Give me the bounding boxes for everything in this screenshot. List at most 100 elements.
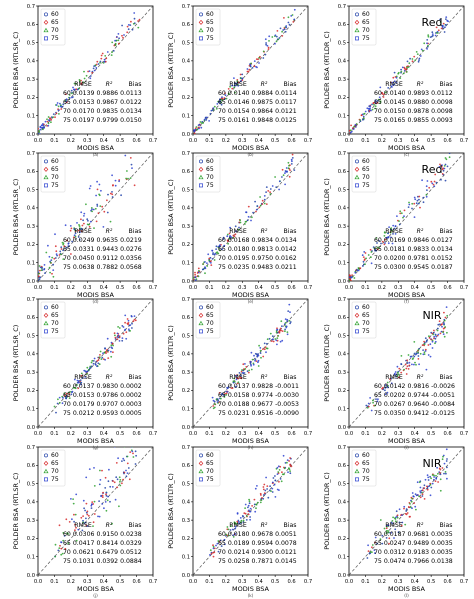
data-point [427,479,430,481]
y-axis-label: POLDER BSA (RTLDR_C) [323,31,331,108]
data-point [364,110,367,113]
data-point [413,196,416,199]
x-tick-label: 0.3 [394,138,402,144]
data-point [418,363,420,366]
data-point [433,180,436,183]
data-point [73,82,76,85]
data-point [259,352,262,354]
data-point [371,103,373,106]
data-point [103,351,106,354]
data-point [75,88,78,91]
data-point [111,41,114,44]
data-point [284,328,286,331]
data-point [68,97,71,99]
data-point [254,358,257,360]
data-point [211,109,214,111]
data-point [122,457,125,460]
data-point [263,348,266,351]
data-point [413,502,415,504]
data-point [114,44,117,47]
legend-marker-diamond [354,312,360,318]
data-point [100,189,102,192]
x-tick-label: 0.1 [205,285,213,291]
data-point [53,405,56,408]
data-point [366,107,369,110]
stats-header-rmse: RMSE [385,228,403,235]
y-tick-label: 0.7 [338,4,346,10]
data-point [279,340,282,343]
data-point [371,551,373,553]
data-point [446,477,448,480]
data-point [374,541,376,544]
data-point [235,230,237,233]
data-point [447,20,449,23]
data-point [240,80,242,82]
data-point [229,226,232,229]
y-tick-label: 0.3 [182,370,190,376]
data-point [413,495,415,498]
data-point [197,275,200,278]
data-point [129,451,132,453]
data-point [229,85,232,88]
data-point [407,354,410,356]
stats-header-rmse: RMSE [385,81,403,88]
data-point [223,394,225,396]
data-point [137,20,140,22]
data-point [114,184,117,187]
data-point [87,70,89,73]
data-point [233,377,236,380]
data-point [39,276,42,279]
data-point [79,379,82,381]
data-point [104,60,107,63]
data-point [239,77,242,80]
data-point [439,472,441,474]
panel-caption: (d) [93,299,99,304]
data-point [251,216,253,219]
data-point [247,506,249,509]
data-point [76,379,79,382]
data-point [406,66,408,69]
data-point [267,46,270,49]
data-point [431,347,434,349]
data-point [65,93,67,96]
data-point [65,100,67,103]
data-point [100,495,102,498]
data-point [372,102,375,104]
data-point [212,544,214,547]
data-point [126,455,129,458]
data-point [126,31,129,34]
data-point [433,185,436,188]
data-point [129,324,132,326]
data-point [73,513,75,516]
data-point [249,360,252,363]
data-point [443,165,446,167]
scatter-panel: 0.0 0.1 0.2 0.3 0.4 0.5 0.6 0.70.00.10.20.30.40… [323,297,468,450]
data-point [231,528,234,531]
y-tick-label: 0.2 [338,536,346,542]
y-tick-label: 0.2 [27,536,35,542]
data-point [252,363,255,366]
data-point [293,18,296,21]
y-tick-label: 0.5 [338,481,346,487]
data-point [220,397,222,400]
y-tick-label: 0.1 [338,114,346,120]
x-tick-label: 0.6 [443,579,451,585]
data-point [443,31,446,33]
data-point [74,523,76,526]
data-point [421,489,424,492]
data-point [104,358,106,361]
scatter-panel: 0.0 0.1 0.2 0.3 0.4 0.5 0.6 0.70.00.10.20.30.40… [12,297,157,450]
data-point [413,202,416,205]
data-point [396,365,399,368]
data-point [106,51,109,53]
legend-marker-circle [199,305,203,310]
y-axis-label: POLDER BSA (RTLDR_C) [323,178,331,255]
data-point [401,521,404,524]
data-point [116,338,119,341]
data-point [213,547,216,550]
data-point [390,229,393,232]
data-point [81,377,84,379]
legend-box [40,155,66,193]
data-point [225,392,228,395]
